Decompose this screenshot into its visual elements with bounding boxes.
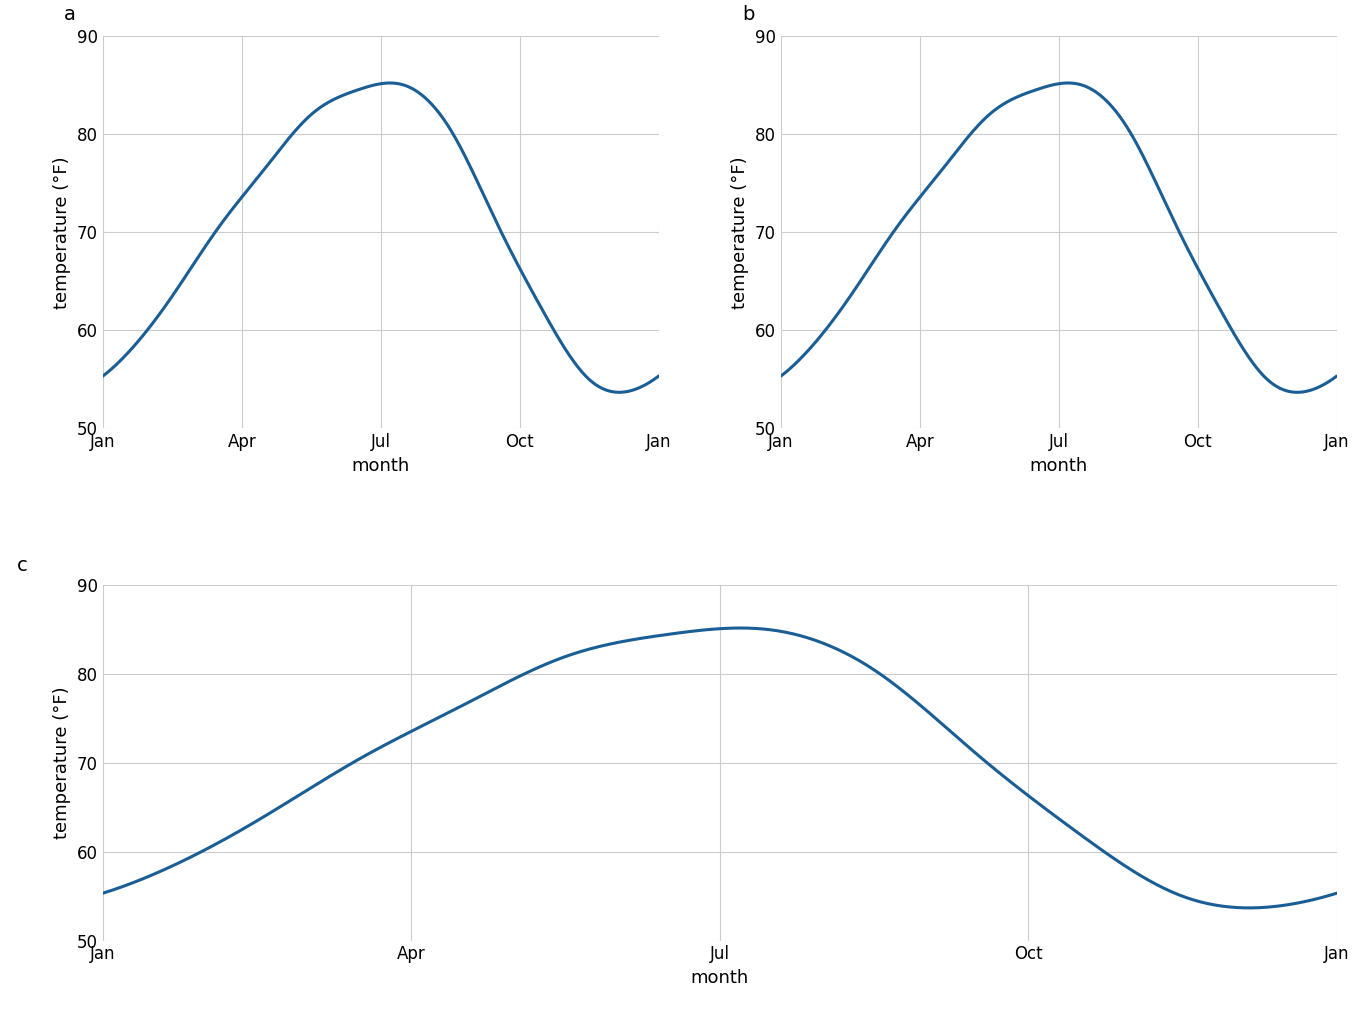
Text: a: a <box>64 5 75 25</box>
Text: c: c <box>16 556 27 575</box>
Y-axis label: temperature (°F): temperature (°F) <box>53 156 71 308</box>
X-axis label: month: month <box>1030 456 1089 475</box>
Y-axis label: temperature (°F): temperature (°F) <box>732 156 750 308</box>
X-axis label: month: month <box>691 969 749 987</box>
Text: b: b <box>742 5 754 25</box>
Y-axis label: temperature (°F): temperature (°F) <box>53 687 71 840</box>
X-axis label: month: month <box>351 456 410 475</box>
